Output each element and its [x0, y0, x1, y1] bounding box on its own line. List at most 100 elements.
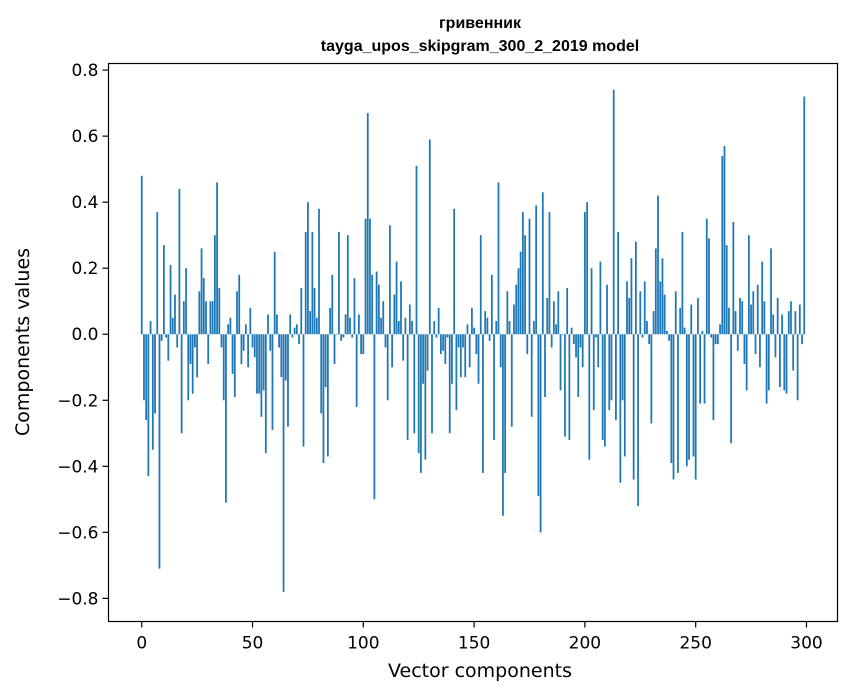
bar-274 — [747, 235, 750, 335]
bar-74 — [304, 231, 307, 335]
bar-196 — [575, 334, 577, 358]
bar-83 — [324, 334, 327, 388]
bar-159 — [493, 334, 495, 440]
bar-40 — [229, 317, 232, 335]
bar-82 — [322, 334, 325, 464]
bar-293 — [790, 301, 792, 335]
bar-32 — [211, 301, 214, 335]
bar-7 — [156, 212, 159, 335]
bar-84 — [326, 334, 329, 457]
bar-285 — [772, 314, 775, 335]
x-tick-label: 0 — [136, 634, 147, 654]
bar-2 — [145, 334, 148, 421]
bar-101 — [364, 218, 367, 335]
bar-242 — [677, 334, 679, 473]
bar-10 — [163, 245, 165, 335]
bar-12 — [167, 334, 170, 361]
bar-51 — [253, 334, 256, 358]
bar-271 — [741, 301, 744, 335]
bar-142 — [455, 334, 458, 411]
bar-294 — [792, 334, 795, 371]
bar-278 — [756, 284, 759, 335]
bar-136 — [442, 334, 444, 351]
bar-137 — [444, 334, 447, 364]
bar-116 — [397, 321, 400, 335]
y-tick-label: 0.8 — [71, 61, 98, 81]
bar-67 — [289, 314, 292, 335]
bar-90 — [340, 334, 343, 341]
bar-291 — [785, 334, 788, 394]
bar-52 — [256, 334, 258, 394]
x-tick-label: 200 — [569, 634, 601, 654]
bar-197 — [577, 334, 580, 397]
bar-21 — [187, 334, 190, 401]
bar-95 — [351, 334, 354, 338]
bar-232 — [654, 248, 657, 335]
bar-268 — [734, 311, 737, 335]
bar-200 — [584, 212, 586, 335]
bar-5 — [151, 334, 154, 450]
bar-111 — [386, 334, 389, 401]
bar-163 — [502, 334, 504, 516]
bar-68 — [291, 334, 294, 338]
bar-11 — [165, 334, 167, 338]
bar-81 — [320, 334, 323, 414]
bar-138 — [446, 334, 449, 338]
bar-204 — [592, 334, 595, 411]
bar-224 — [637, 334, 639, 506]
bar-213 — [612, 89, 615, 335]
bar-149 — [471, 307, 473, 335]
bar-220 — [628, 297, 631, 335]
bar-202 — [588, 334, 591, 460]
bar-112 — [389, 225, 391, 335]
bar-99 — [360, 334, 362, 355]
bar-289 — [781, 314, 783, 335]
bar-45 — [240, 334, 243, 364]
bar-72 — [300, 288, 303, 335]
bar-17 — [178, 188, 181, 335]
bar-13 — [169, 264, 172, 335]
bar-215 — [617, 231, 620, 335]
bar-96 — [353, 278, 356, 335]
bar-187 — [555, 324, 557, 335]
bar-3 — [147, 334, 150, 477]
y-tick-label: 0.4 — [71, 193, 98, 213]
x-tick-label: 50 — [242, 634, 264, 654]
bar-86 — [331, 274, 334, 335]
bar-238 — [668, 334, 670, 341]
bar-105 — [373, 334, 376, 500]
bar-series — [140, 89, 806, 592]
bar-37 — [222, 334, 225, 401]
bar-69 — [293, 327, 296, 335]
bar-263 — [723, 146, 726, 335]
bar-225 — [639, 291, 642, 335]
bar-89 — [338, 231, 340, 335]
bar-183 — [546, 297, 549, 335]
bar-189 — [559, 334, 562, 391]
bar-182 — [544, 334, 546, 397]
bar-25 — [196, 334, 199, 378]
bar-70 — [295, 324, 298, 335]
bar-44 — [238, 274, 241, 335]
bar-9 — [160, 334, 163, 341]
bar-94 — [349, 317, 351, 335]
bar-143 — [457, 334, 460, 348]
bar-23 — [191, 334, 194, 394]
bar-226 — [641, 334, 644, 338]
bar-125 — [417, 334, 420, 454]
bar-42 — [233, 334, 236, 397]
bar-246 — [685, 334, 688, 467]
bar-276 — [752, 291, 755, 335]
bar-240 — [672, 334, 675, 480]
bar-28 — [202, 278, 205, 335]
bar-71 — [298, 334, 300, 345]
bar-262 — [721, 155, 724, 335]
bar-171 — [519, 251, 522, 335]
bar-150 — [473, 327, 475, 335]
bar-115 — [395, 261, 398, 335]
bar-233 — [657, 195, 659, 335]
bar-157 — [488, 334, 491, 341]
bar-244 — [681, 231, 684, 335]
bar-130 — [428, 139, 431, 335]
bar-179 — [537, 334, 540, 497]
